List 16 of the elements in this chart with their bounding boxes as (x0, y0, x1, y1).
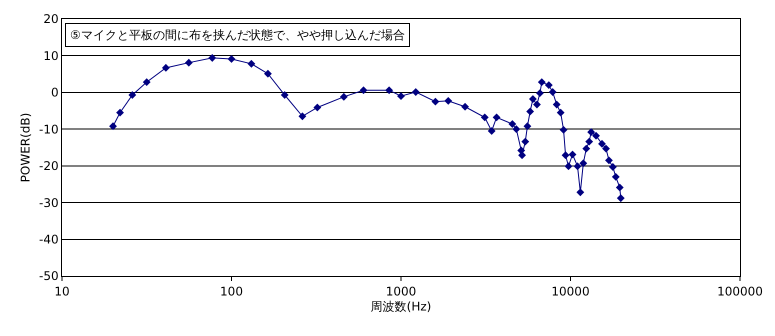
y-tick-label: 20 (43, 12, 59, 26)
x-tick-label: 100000 (717, 284, 763, 298)
y-axis-title: POWER(dB) (18, 112, 32, 182)
y-tick-label: -40 (38, 232, 59, 246)
y-tick-label: 10 (43, 48, 59, 63)
text: ⑤マイクと平板の間に布を挟んだ状態で、やや押し込んだ場合 (70, 28, 405, 42)
y-tick-label: -20 (38, 159, 59, 174)
x-tick-label: 100 (220, 284, 243, 298)
y-tick-label: -30 (38, 196, 59, 210)
x-axis-title: 周波数(Hz) (370, 299, 432, 314)
y-tick-label: 0 (50, 86, 59, 100)
y-tick-label: -10 (38, 122, 59, 136)
x-tick-label: 10000 (551, 284, 590, 298)
y-tick-label: -50 (38, 269, 59, 284)
x-tick-label: 1000 (386, 284, 416, 298)
x-tick-label: 10 (54, 284, 70, 298)
